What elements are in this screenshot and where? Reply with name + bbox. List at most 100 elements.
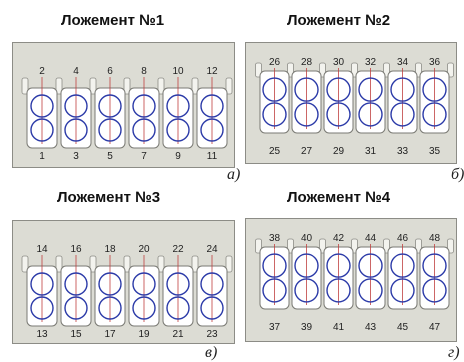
slot-top-label: 38 [269,233,281,244]
cell-circle [132,118,156,142]
cell-circle [326,102,351,127]
slot-bottom-label: 35 [429,146,441,157]
slot-top-label: 46 [397,233,409,244]
tray-rib [415,238,422,254]
tray-rib [157,77,165,95]
tray-drawing: 2 1 4 3 6 5 8 7 10 9 12 11 [21,66,233,162]
slot-bottom-label: 5 [107,151,113,162]
cell-circle [30,272,54,296]
cell-circle [422,102,447,127]
cell-circle [326,278,351,303]
cell-circle [422,278,447,303]
cell-circle [390,102,415,127]
slot-bottom-label: 29 [333,146,345,157]
slot-bottom-label: 41 [333,322,345,333]
cell-circle [166,94,190,118]
slot-top-label: 48 [429,233,441,244]
slot-bottom-label: 45 [397,322,409,333]
slot-bottom-label: 27 [301,146,313,157]
tray-rib [191,77,199,95]
cell-circle [132,94,156,118]
slot-bottom-label: 31 [365,146,377,157]
slot-top-label: 10 [172,66,184,77]
cell-circle [98,272,122,296]
tray-rib [21,77,29,95]
cell-circle [30,296,54,320]
slot-top-label: 18 [104,244,116,255]
tray-rib [287,62,294,78]
cell-circle [294,77,319,102]
cell-circle [166,272,190,296]
tray-rib [123,77,131,95]
cell-circle [200,94,224,118]
slot-top-label: 8 [141,66,147,77]
tray-rib [89,255,97,273]
panel-4-diagram: 38 37 40 39 42 41 44 43 46 45 48 47 [245,218,457,342]
tray-rib [191,255,199,273]
slot-bottom-label: 11 [207,151,218,162]
slot-top-label: 44 [365,233,377,244]
panel-3-letter: в) [205,344,218,361]
cell-circle [422,77,447,102]
cell-circle [30,118,54,142]
panel-1-title: Ложемент №1 [61,12,165,29]
cell-circle [358,253,383,278]
slot-bottom-label: 43 [365,322,377,333]
panel-2-diagram: 26 25 28 27 30 29 32 31 34 33 36 35 [245,42,457,164]
panel-3-diagram: 14 13 16 15 18 17 20 19 22 21 24 23 [12,220,235,344]
slot-top-label: 28 [301,57,313,68]
tray-rib [319,238,326,254]
cell-circle [166,296,190,320]
tray-rib [225,77,233,95]
slot-top-label: 30 [333,57,345,68]
slot-top-label: 42 [333,233,345,244]
cell-circle [64,296,88,320]
tray-rib [21,255,29,273]
tray-rib [55,255,63,273]
cell-circle [294,102,319,127]
slot-bottom-label: 21 [172,329,184,340]
cell-circle [30,94,54,118]
panel-1-diagram: 2 1 4 3 6 5 8 7 10 9 12 11 [12,42,235,168]
slot-bottom-label: 9 [175,151,181,162]
panel-2-title: Ложемент №2 [287,12,391,29]
tray-rib [415,62,422,78]
cell-circle [262,278,287,303]
slot-top-label: 36 [429,57,441,68]
panel-1-letter: а) [227,166,241,183]
cell-circle [132,296,156,320]
tray-rib [225,255,233,273]
cell-circle [98,118,122,142]
cell-circle [64,118,88,142]
cell-circle [390,253,415,278]
panel-4-title: Ложемент №4 [287,189,391,206]
tray-rib [447,62,454,78]
slot-bottom-label: 33 [397,146,409,157]
cell-circle [200,296,224,320]
slot-bottom-label: 17 [104,329,116,340]
slot-top-label: 34 [397,57,409,68]
slot-top-label: 6 [107,66,113,77]
slot-bottom-label: 13 [36,329,48,340]
cell-circle [64,272,88,296]
cell-circle [166,118,190,142]
cell-circle [390,278,415,303]
tray-drawing: 26 25 28 27 30 29 32 31 34 33 36 35 [255,57,454,157]
panel-4-letter: г) [448,344,460,361]
tray-rib [351,62,358,78]
slot-top-label: 16 [70,244,82,255]
tray-rib [89,77,97,95]
cell-circle [200,272,224,296]
tray-rib [287,238,294,254]
slot-top-label: 40 [301,233,313,244]
slot-top-label: 22 [172,244,184,255]
tray-rib [383,238,390,254]
tray-rib [447,238,454,254]
tray-rib [123,255,131,273]
cell-circle [132,272,156,296]
cell-circle [98,94,122,118]
cell-circle [98,296,122,320]
slot-top-label: 26 [269,57,281,68]
slot-top-label: 14 [36,244,48,255]
cell-circle [294,253,319,278]
